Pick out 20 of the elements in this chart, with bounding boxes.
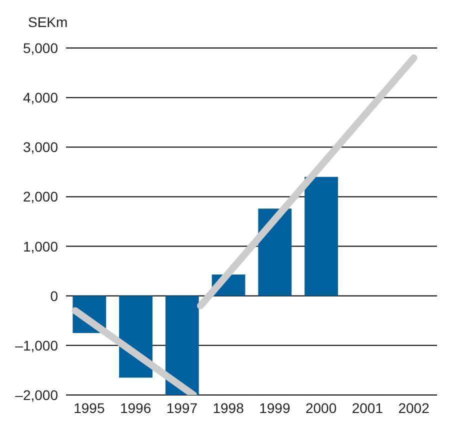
x-tick-label: 2001 (352, 400, 384, 416)
x-tick-label: 2002 (398, 400, 430, 416)
y-tick-label: 3,000 (22, 139, 58, 156)
y-tick-label: 2,000 (22, 188, 58, 205)
y-tick-label: –2,000 (15, 386, 58, 403)
bar (165, 296, 199, 395)
y-tick-label: 4,000 (22, 90, 58, 106)
x-tick-label: 1996 (120, 400, 152, 416)
y-tick-label: 1,000 (22, 238, 58, 254)
bar (304, 176, 338, 296)
y-tick-label: 0 (50, 288, 58, 304)
bar (258, 208, 292, 296)
x-tick-label: 1997 (166, 400, 198, 416)
y-tick-label: 5,000 (22, 40, 58, 56)
y-tick-label: –1,000 (15, 337, 58, 354)
x-tick-label: 1998 (212, 400, 244, 416)
x-tick-label: 1995 (74, 400, 105, 416)
x-tick-label: 1999 (259, 400, 290, 416)
x-tick-label: 2000 (305, 400, 337, 416)
y-axis-title: SEKm (28, 14, 68, 30)
